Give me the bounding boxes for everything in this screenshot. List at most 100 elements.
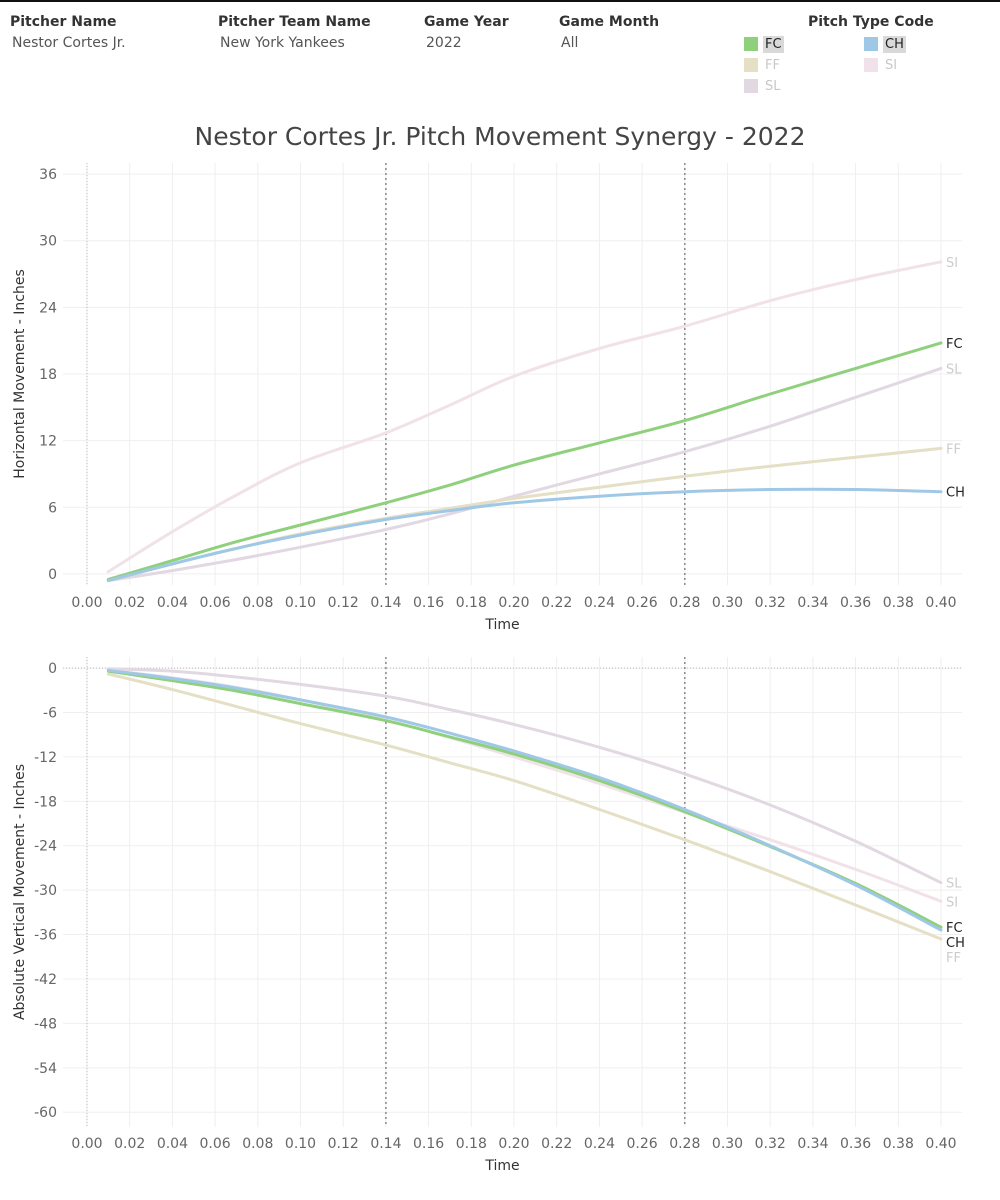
x-tick-label: 0.06 — [200, 595, 231, 611]
y-tick-label: 12 — [39, 434, 57, 450]
y-tick-label: 30 — [39, 234, 57, 250]
x-tick-label: 0.34 — [797, 595, 828, 611]
legend-label: CH — [883, 35, 906, 53]
y-tick-label: 24 — [39, 300, 57, 316]
x-tick-label: 0.04 — [157, 595, 188, 611]
y-tick-label: -48 — [34, 1016, 57, 1032]
legend-item-sl[interactable]: SL — [744, 77, 783, 95]
x-tick-label: 0.22 — [541, 1136, 572, 1152]
y-tick-label: -12 — [34, 750, 57, 766]
legend-item-si[interactable]: SI — [864, 56, 899, 74]
x-tick-label: 0.20 — [498, 1136, 529, 1152]
x-tick-label: 0.10 — [285, 1136, 316, 1152]
x-tick-label: 0.28 — [669, 1136, 700, 1152]
filter-value[interactable]: New York Yankees — [220, 35, 345, 51]
x-tick-label: 0.02 — [114, 1136, 145, 1152]
y-tick-label: -54 — [34, 1061, 57, 1077]
x-tick-label: 0.36 — [840, 595, 871, 611]
x-tick-label: 0.16 — [413, 595, 444, 611]
series-end-label: SL — [946, 362, 962, 377]
x-tick-label: 0.22 — [541, 595, 572, 611]
x-tick-label: 0.32 — [755, 595, 786, 611]
legend-label: FF — [765, 57, 780, 73]
y-tick-label: -42 — [34, 972, 57, 988]
filter-label: Game Month — [559, 14, 660, 30]
series-end-label: FF — [946, 442, 961, 457]
filter-label: Game Year — [424, 14, 509, 30]
series-end-label: FC — [946, 337, 963, 352]
x-tick-label: 0.34 — [797, 1136, 828, 1152]
legend-swatch — [864, 58, 878, 72]
y-tick-label: -6 — [43, 706, 57, 722]
y-tick-label: -30 — [34, 883, 57, 899]
filter-label: Pitcher Team Name — [218, 14, 371, 30]
x-tick-label: 0.06 — [200, 1136, 231, 1152]
x-tick-label: 0.24 — [584, 595, 615, 611]
x-tick-label: 0.30 — [712, 1136, 743, 1152]
top-border — [0, 0, 1000, 2]
x-tick-label: 0.38 — [883, 595, 914, 611]
y-tick-label: 18 — [39, 367, 57, 383]
series-end-label: FC — [946, 921, 963, 936]
legend-title: Pitch Type Code — [808, 14, 934, 30]
series-line-ch — [106, 668, 943, 932]
x-tick-label: 0.00 — [71, 1136, 102, 1152]
vertical-movement-chart[interactable]: 0.00 0.02 0.04 0.06 0.08 0.10 0.12 0.14 0.16 0.18… — [12, 657, 965, 1174]
series-end-label: SL — [946, 877, 962, 892]
filter-value[interactable]: 2022 — [426, 35, 462, 51]
legend-item-ff[interactable]: FF — [744, 56, 782, 74]
x-tick-label: 0.12 — [328, 595, 359, 611]
series-end-label: CH — [946, 936, 965, 951]
x-tick-label: 0.00 — [71, 595, 102, 611]
x-tick-label: 0.08 — [242, 595, 273, 611]
x-tick-label: 0.24 — [584, 1136, 615, 1152]
y-axis-label: Absolute Vertical Movement - Inches — [12, 764, 28, 1020]
y-tick-label: 0 — [48, 567, 57, 583]
x-tick-label: 0.40 — [925, 595, 956, 611]
series-line-sl — [106, 667, 943, 885]
legend-item-ch[interactable]: CH — [864, 35, 906, 53]
filter-game-year[interactable]: Game Year 2022 — [424, 14, 509, 51]
filter-label: Pitcher Name — [10, 14, 117, 30]
filter-game-month[interactable]: Game Month All — [559, 14, 659, 51]
series-end-label: CH — [946, 486, 965, 501]
y-tick-label: -24 — [34, 839, 57, 855]
x-tick-label: 0.32 — [755, 1136, 786, 1152]
y-tick-label: -36 — [34, 928, 57, 944]
series-end-label: SI — [946, 256, 958, 271]
x-tick-label: 0.20 — [498, 595, 529, 611]
series-line-si — [106, 260, 943, 574]
y-tick-label: 36 — [39, 167, 57, 183]
x-tick-label: 0.38 — [883, 1136, 914, 1152]
series-end-label: SI — [946, 895, 958, 910]
legend-swatch — [744, 58, 758, 72]
x-tick-label: 0.14 — [370, 595, 401, 611]
filter-value[interactable]: Nestor Cortes Jr. — [12, 35, 126, 51]
x-tick-label: 0.16 — [413, 1136, 444, 1152]
x-axis-label: Time — [484, 1158, 519, 1174]
series-line-fc — [106, 341, 943, 581]
y-axis-label: Horizontal Movement - Inches — [12, 269, 28, 479]
legend-swatch — [864, 37, 878, 51]
legend-item-fc[interactable]: FC — [744, 35, 784, 53]
legend-swatch — [744, 79, 758, 93]
y-tick-label: 0 — [48, 661, 57, 677]
x-tick-label: 0.26 — [627, 595, 658, 611]
x-tick-label: 0.18 — [456, 1136, 487, 1152]
series-end-label: FF — [946, 951, 961, 966]
series-line-ff — [106, 672, 943, 941]
legend-label: FC — [763, 35, 784, 53]
legend-label: SI — [885, 57, 898, 73]
filter-pitcher-name[interactable]: Pitcher Name Nestor Cortes Jr. — [10, 14, 126, 51]
x-tick-label: 0.12 — [328, 1136, 359, 1152]
legend-label: SL — [765, 78, 781, 94]
filter-team-name[interactable]: Pitcher Team Name New York Yankees — [218, 14, 371, 51]
pitch-type-legend: Pitch Type Code — [740, 14, 940, 30]
legend-swatch — [744, 37, 758, 51]
filter-value[interactable]: All — [561, 35, 579, 51]
horizontal-movement-chart[interactable]: 0.00 0.02 0.04 0.06 0.08 0.10 0.12 0.14 0.16 0.18… — [12, 163, 965, 633]
x-tick-label: 0.40 — [925, 1136, 956, 1152]
x-tick-label: 0.02 — [114, 595, 145, 611]
x-tick-label: 0.26 — [627, 1136, 658, 1152]
